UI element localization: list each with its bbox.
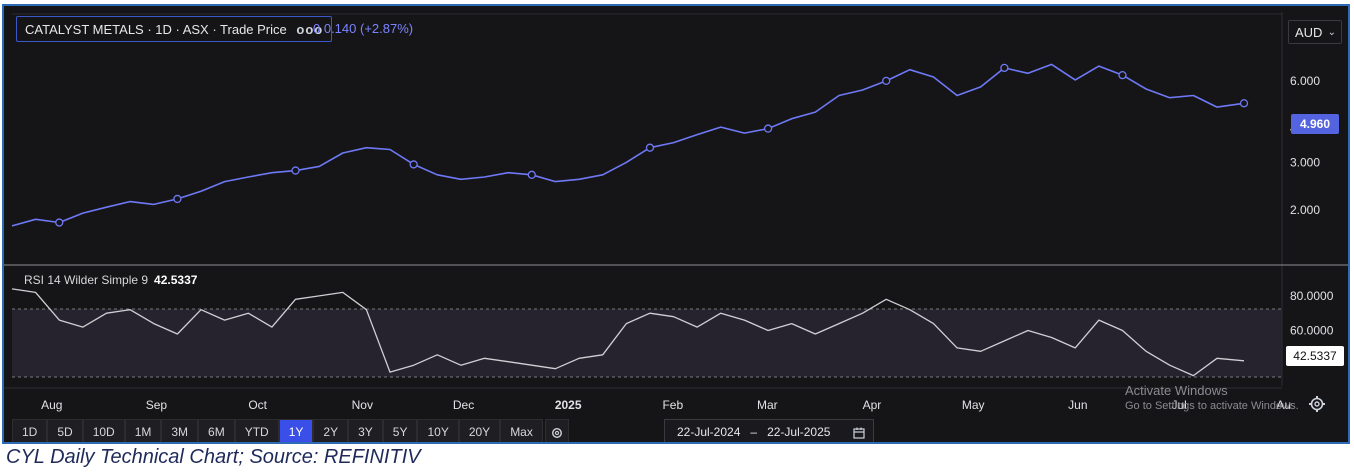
- range-button-20y[interactable]: 20Y: [458, 419, 501, 442]
- price-y-tick-label: 6.000: [1290, 74, 1320, 88]
- rsi-y-tick-label: 60.0000: [1290, 324, 1334, 338]
- rsi-line: [11, 288, 1245, 377]
- more-options-icon[interactable]: ooo: [296, 22, 324, 37]
- price-event-marker[interactable]: [55, 218, 64, 227]
- currency-value: AUD: [1295, 25, 1323, 40]
- price-event-marker[interactable]: [173, 194, 182, 204]
- range-button-5d[interactable]: 5D: [47, 419, 83, 442]
- date-range-start: 22-Jul-2024: [677, 425, 741, 439]
- price-y-tick-label: 2.000: [1290, 203, 1320, 217]
- range-button-6m[interactable]: 6M: [198, 419, 235, 442]
- rsi-last-value-tag: 42.5337: [1286, 346, 1344, 366]
- range-button-1d[interactable]: 1D: [12, 419, 48, 442]
- date-range-end: 22-Jul-2025: [767, 425, 831, 439]
- range-button-3y[interactable]: 3Y: [348, 419, 383, 442]
- range-button-1m[interactable]: 1M: [124, 419, 162, 442]
- price-event-marker[interactable]: [1000, 63, 1009, 73]
- rsi-y-axis: 60.0000 80.0000: [1290, 289, 1334, 338]
- x-tick-label: Feb: [662, 398, 683, 412]
- price-event-marker[interactable]: [291, 166, 300, 175]
- range-button-3m[interactable]: 3M: [161, 419, 199, 442]
- price-event-marker[interactable]: [1118, 70, 1127, 80]
- rsi-series: [11, 288, 1245, 377]
- x-tick-label: 2025: [555, 398, 582, 412]
- instrument-legend[interactable]: CATALYST METALS · 1D · ASX · Trade Price…: [16, 16, 333, 42]
- x-tick-label: Au: [1276, 398, 1291, 412]
- last-price-tag: 4.960: [1291, 114, 1339, 134]
- rsi-y-tick-label: 80.0000: [1290, 289, 1334, 303]
- chevron-down-icon: ⌄: [1327, 27, 1336, 38]
- x-tick-label: May: [962, 398, 985, 412]
- price-markers: [55, 63, 1249, 227]
- price-event-marker[interactable]: [1239, 99, 1249, 108]
- price-event-marker[interactable]: [409, 160, 418, 169]
- x-tick-label: Dec: [453, 398, 474, 412]
- range-button-2y[interactable]: 2Y: [313, 419, 349, 442]
- rsi-legend-value: 42.5337: [154, 273, 198, 287]
- rsi-legend-title: RSI 14 Wilder Simple 9: [24, 273, 149, 287]
- x-tick-label: Nov: [352, 398, 373, 412]
- currency-select[interactable]: AUD ⌄: [1288, 20, 1342, 44]
- range-toolbar: 1D 5D 10D 1M 3M 6M YTD 1Y 2Y 3Y 5Y 10Y 20Y Max: [12, 419, 569, 442]
- price-series: [11, 63, 1245, 227]
- x-tick-label: Jul: [1171, 398, 1186, 412]
- chart-grid: [4, 12, 1348, 389]
- price-change: 0 0.140 (+2.87%): [313, 21, 414, 36]
- range-button-10y[interactable]: 10Y: [417, 419, 459, 442]
- price-event-marker[interactable]: [763, 124, 773, 133]
- date-range-picker[interactable]: 22-Jul-2024–22-Jul-2025: [664, 419, 874, 442]
- x-tick-label: Oct: [248, 398, 267, 412]
- activate-windows-subtitle: Go to Settings to activate Windows.: [1125, 400, 1299, 412]
- instrument-legend-text: CATALYST METALS · 1D · ASX · Trade Price: [25, 22, 287, 37]
- gear-icon[interactable]: [1306, 395, 1328, 417]
- x-tick-label: Jun: [1068, 398, 1087, 412]
- x-tick-label: Sep: [146, 398, 168, 412]
- range-button-ytd[interactable]: YTD: [234, 419, 279, 442]
- figure-caption: CYL Daily Technical Chart; Source: REFIN…: [6, 446, 421, 468]
- x-tick-label: Mar: [757, 398, 778, 412]
- price-y-tick-label: 3.000: [1290, 155, 1320, 169]
- x-tick-label: Aug: [41, 398, 62, 412]
- range-button-max[interactable]: Max: [500, 419, 543, 442]
- rsi-legend: RSI 14 Wilder Simple 9 42.5337: [24, 273, 197, 287]
- price-event-marker[interactable]: [645, 143, 655, 152]
- calendar-icon[interactable]: [853, 420, 865, 442]
- x-axis: Aug Sep Oct Nov Dec 2025 Feb Mar Apr May Jun Jul Au: [41, 398, 1291, 412]
- price-event-marker[interactable]: [882, 76, 891, 86]
- x-tick-label: Apr: [863, 398, 882, 412]
- range-button-1y[interactable]: 1Y: [278, 419, 314, 442]
- range-button-5y[interactable]: 5Y: [382, 419, 418, 442]
- price-event-marker[interactable]: [527, 170, 536, 179]
- range-settings-gear-icon[interactable]: [544, 419, 569, 442]
- price-line: [11, 63, 1245, 227]
- activate-windows-title: Activate Windows: [1125, 383, 1228, 398]
- range-button-10d[interactable]: 10D: [82, 419, 125, 442]
